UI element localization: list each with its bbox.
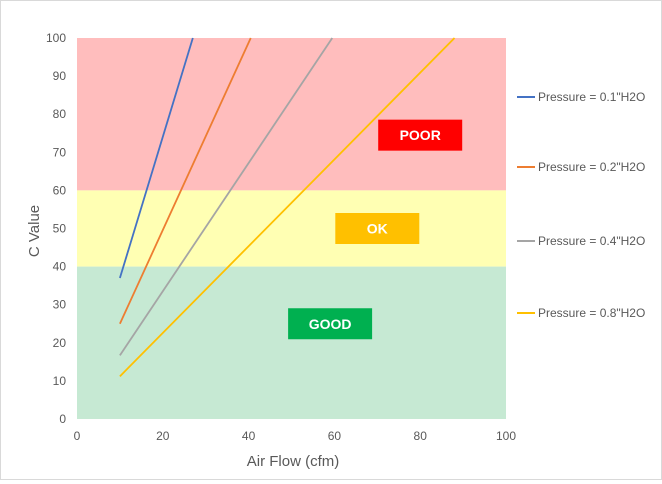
zone-poor bbox=[77, 38, 506, 191]
x-tick-label: 0 bbox=[74, 429, 81, 443]
zone-label-ok: OK bbox=[367, 221, 388, 237]
axis-layer: 0 10 20 30 40 50 60 70 80 90 100 0 20 40 60 80 100 bbox=[46, 31, 516, 443]
y-tick-label: 100 bbox=[46, 31, 66, 45]
y-tick-label: 60 bbox=[53, 183, 67, 197]
y-tick-label: 10 bbox=[53, 374, 67, 388]
legend-label-1: Pressure = 0.2"H2O bbox=[538, 160, 645, 174]
y-tick-label: 30 bbox=[53, 298, 67, 312]
zone-label-box-ok bbox=[335, 213, 420, 244]
y-tick-label: 90 bbox=[53, 69, 67, 83]
legend-label-0: Pressure = 0.1"H2O bbox=[538, 90, 645, 104]
y-tick-label: 50 bbox=[53, 222, 67, 236]
zone-label-poor: POOR bbox=[400, 127, 441, 143]
y-tick-label: 70 bbox=[53, 145, 67, 159]
zone-label-good: GOOD bbox=[309, 316, 352, 332]
series-line-0 bbox=[119, 37, 194, 279]
x-tick-label: 40 bbox=[242, 429, 256, 443]
series-line-3 bbox=[119, 37, 456, 377]
y-tick-label: 80 bbox=[53, 107, 67, 121]
zone-good bbox=[77, 266, 506, 419]
x-tick-label: 100 bbox=[496, 429, 516, 443]
x-tick-label: 20 bbox=[156, 429, 170, 443]
y-tick-label: 20 bbox=[53, 336, 67, 350]
series-layer bbox=[119, 37, 456, 377]
x-axis-title: Air Flow (cfm) bbox=[247, 453, 340, 470]
zones-layer bbox=[77, 38, 506, 419]
series-line-2 bbox=[119, 37, 334, 356]
y-axis-title: C Value bbox=[26, 205, 43, 257]
x-tick-label: 60 bbox=[328, 429, 342, 443]
legend-label-3: Pressure = 0.8"H2O bbox=[538, 306, 645, 320]
legend-label-2: Pressure = 0.4"H2O bbox=[538, 234, 645, 248]
zone-label-box-good bbox=[288, 308, 373, 340]
series-line-1 bbox=[119, 37, 252, 325]
y-tick-label: 40 bbox=[53, 260, 67, 274]
zone-label-box-poor bbox=[378, 119, 463, 151]
zone-labels-layer: POOR OK GOOD bbox=[288, 119, 463, 340]
y-tick-label: 0 bbox=[59, 412, 66, 426]
legend: Pressure = 0.1"H2O Pressure = 0.2"H2O Pres… bbox=[517, 90, 645, 320]
x-tick-label: 80 bbox=[414, 429, 428, 443]
